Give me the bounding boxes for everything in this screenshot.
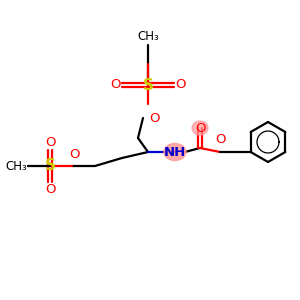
- Text: O: O: [149, 112, 160, 124]
- Text: S: S: [142, 77, 154, 92]
- Ellipse shape: [192, 121, 208, 135]
- Text: NH: NH: [164, 146, 186, 158]
- Ellipse shape: [164, 143, 186, 161]
- Text: CH₃: CH₃: [137, 30, 159, 43]
- Text: CH₃: CH₃: [5, 160, 27, 172]
- Text: O: O: [69, 148, 79, 161]
- Text: O: O: [110, 79, 121, 92]
- Text: O: O: [175, 79, 185, 92]
- Text: S: S: [44, 158, 56, 173]
- Text: O: O: [45, 183, 55, 196]
- Text: O: O: [215, 133, 225, 146]
- Text: O: O: [195, 122, 205, 134]
- Text: O: O: [45, 136, 55, 149]
